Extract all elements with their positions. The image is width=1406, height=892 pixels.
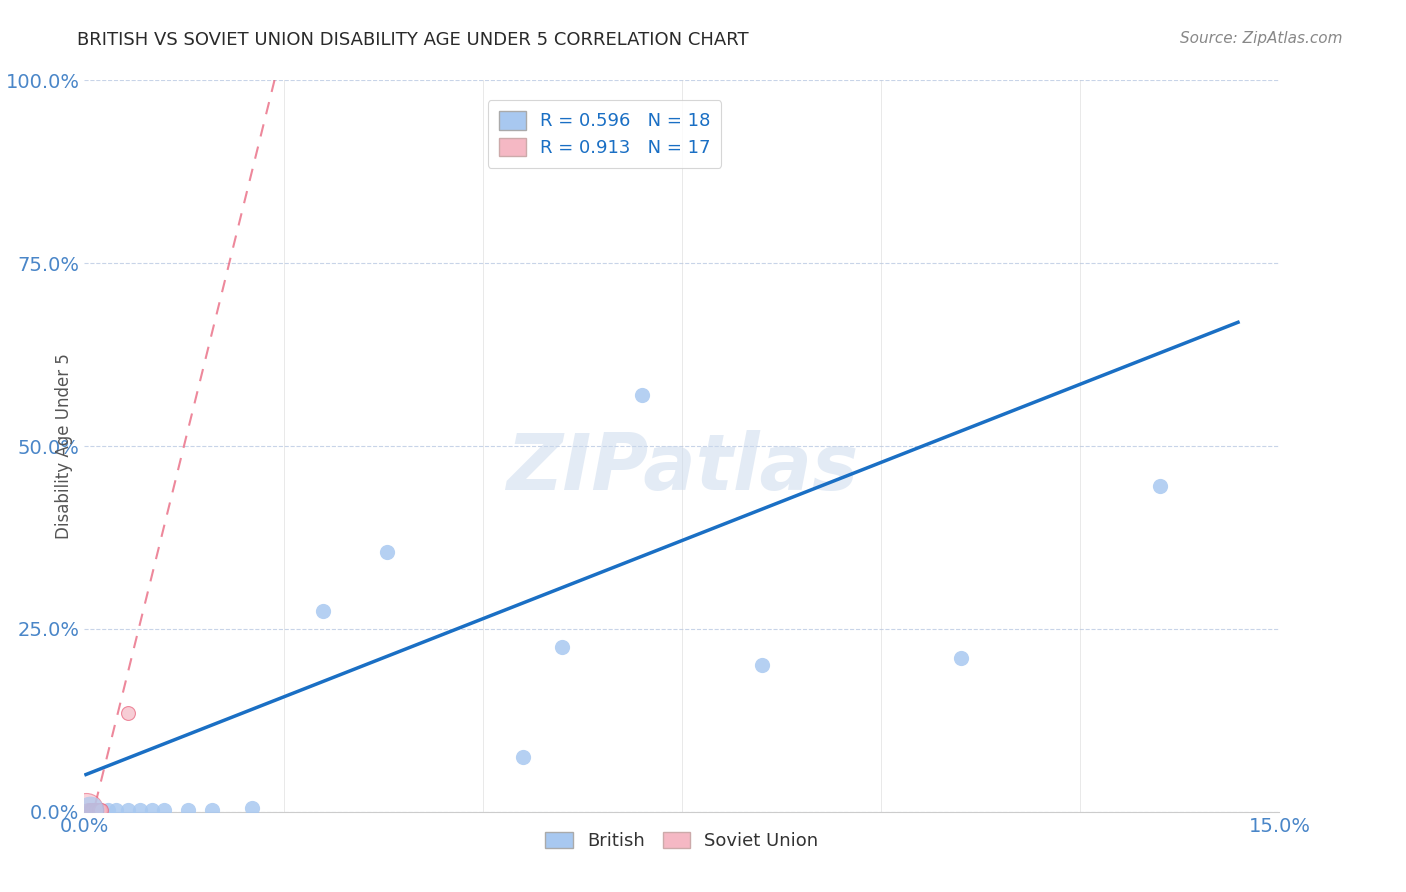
Point — [82, 803, 104, 817]
Point — [631, 388, 654, 402]
Point — [83, 803, 105, 817]
Point — [141, 803, 163, 817]
Point — [89, 803, 111, 817]
Point — [312, 603, 335, 617]
Point — [80, 803, 103, 817]
Point — [86, 803, 108, 817]
Point — [97, 803, 120, 817]
Point — [751, 658, 773, 673]
Point — [375, 545, 398, 559]
Point — [82, 803, 104, 817]
Point — [512, 749, 534, 764]
Text: BRITISH VS SOVIET UNION DISABILITY AGE UNDER 5 CORRELATION CHART: BRITISH VS SOVIET UNION DISABILITY AGE U… — [77, 31, 749, 49]
Point — [84, 803, 107, 817]
Point — [949, 651, 972, 665]
Point — [1149, 479, 1171, 493]
Point — [89, 803, 111, 817]
Point — [129, 803, 152, 817]
Y-axis label: Disability Age Under 5: Disability Age Under 5 — [55, 353, 73, 539]
Point — [87, 803, 110, 817]
Point — [177, 803, 200, 817]
Point — [105, 803, 128, 817]
Point — [90, 803, 112, 817]
Point — [79, 803, 101, 817]
Point — [83, 803, 105, 817]
Point — [77, 803, 100, 817]
Point — [201, 803, 224, 817]
Point — [87, 803, 110, 817]
Point — [79, 803, 101, 817]
Point — [240, 801, 263, 815]
Point — [153, 803, 176, 817]
Point — [82, 803, 104, 817]
Point — [75, 803, 97, 817]
Point — [117, 803, 139, 817]
Point — [551, 640, 574, 655]
Text: Source: ZipAtlas.com: Source: ZipAtlas.com — [1180, 31, 1343, 46]
Point — [117, 706, 139, 720]
Text: ZIPatlas: ZIPatlas — [506, 430, 858, 506]
Point — [86, 803, 108, 817]
Legend: British, Soviet Union: British, Soviet Union — [538, 825, 825, 857]
Point — [80, 803, 103, 817]
